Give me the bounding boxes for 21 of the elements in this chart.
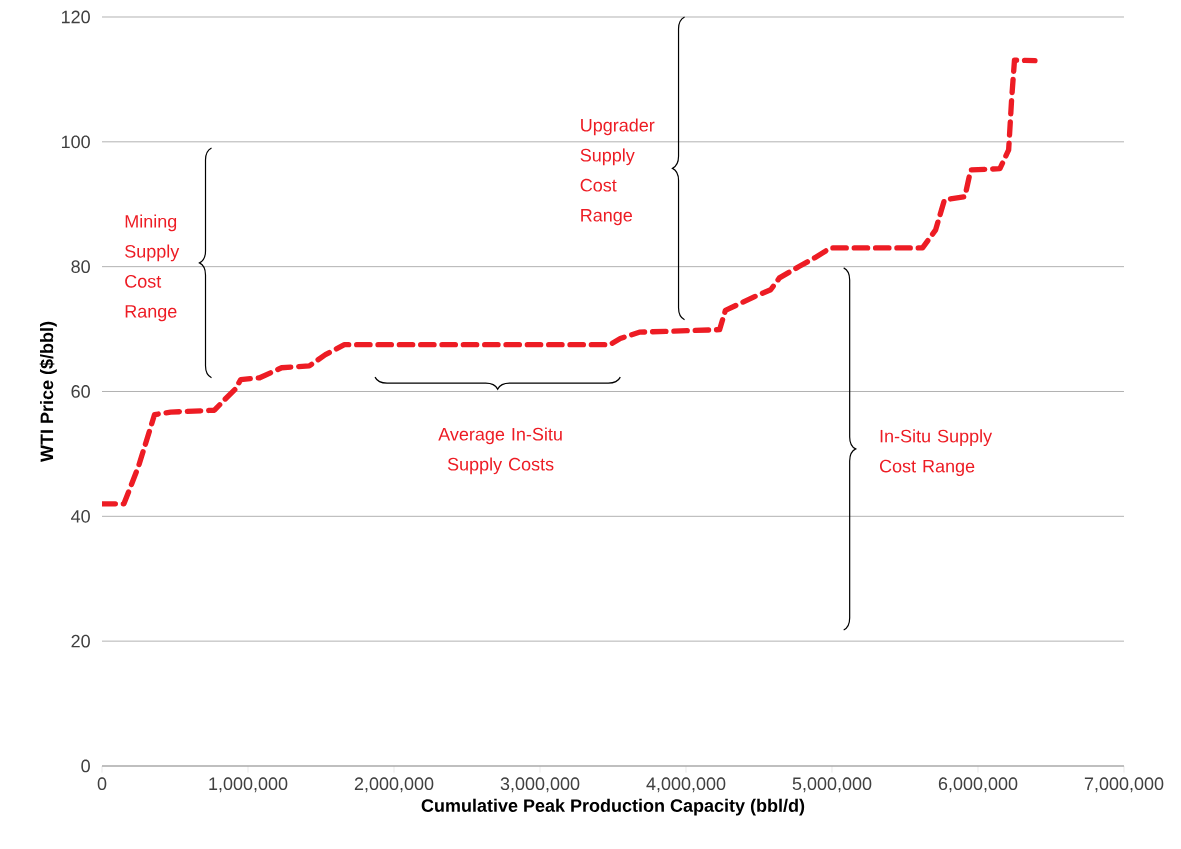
x-tick-label: 5,000,000 [792,777,872,793]
x-tick-label: 3,000,000 [500,777,580,793]
x-tick-label: 2,000,000 [354,777,434,793]
y-tick-label: 0 [81,759,90,773]
x-tick-label: 4,000,000 [646,777,726,793]
y-tick-label: 120 [61,10,90,24]
y-tick-label: 60 [71,385,90,398]
annotation: Average In-Situ Supply Costs [438,427,562,475]
annotation: In-Situ Supply Cost Range [879,429,993,477]
y-axis-title: WTI Price ($/bbl) [39,321,57,462]
x-tick-label: 0 [97,777,107,791]
x-tick-label: 6,000,000 [938,777,1018,793]
y-tick-label: 80 [71,260,90,274]
annotation: Mining Supply Cost Range [125,214,180,322]
annotation: Upgrader Supply Cost Range [580,118,655,226]
y-tick-label: 100 [61,135,90,149]
y-tick-label: 20 [71,634,90,648]
x-tick-label: 7,000,000 [1084,777,1164,793]
x-axis-title: Cumulative Peak Production Capacity (bbl/d) [421,798,805,816]
x-tick-label: 1,000,000 [209,777,288,793]
y-tick-label: 40 [71,509,90,523]
